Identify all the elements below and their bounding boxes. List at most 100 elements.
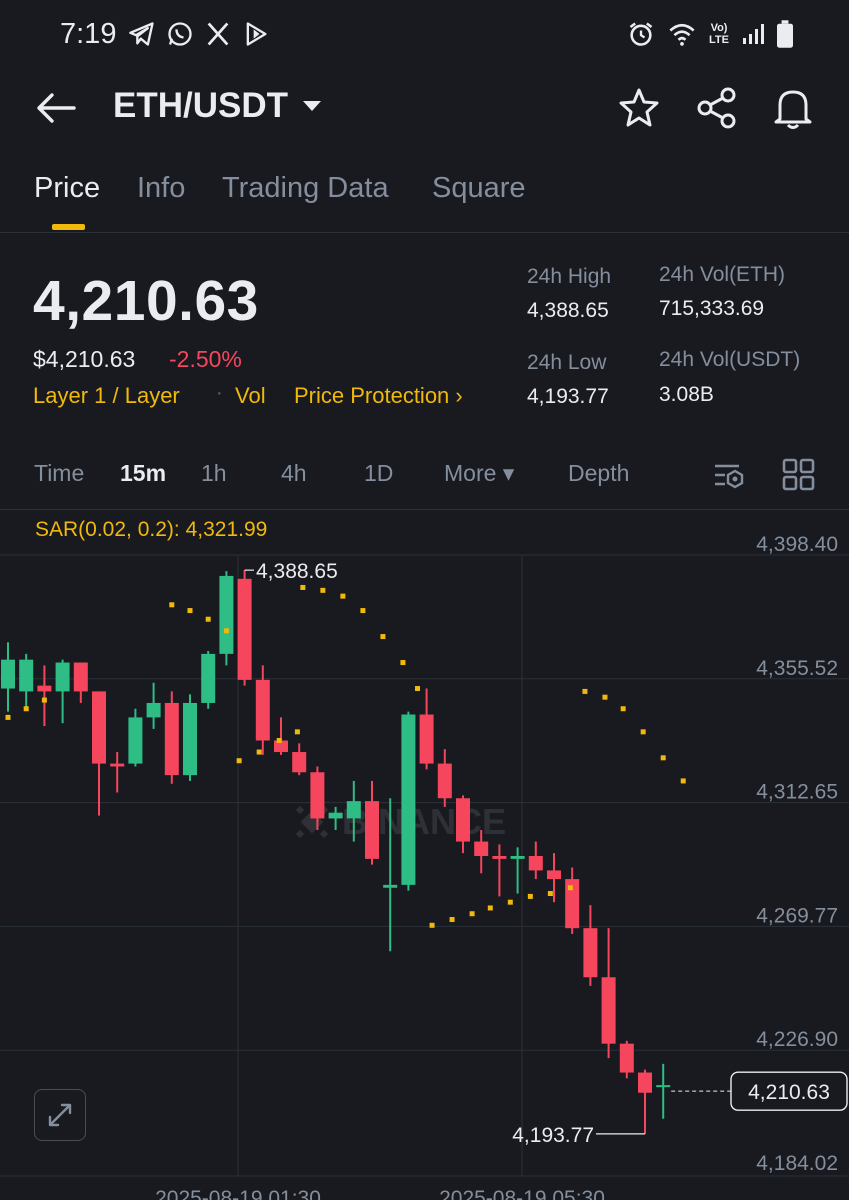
candle-up xyxy=(19,653,34,709)
candle-body xyxy=(565,879,580,929)
sar-dot xyxy=(660,755,666,761)
tab-trading-data[interactable]: Trading Data xyxy=(222,172,389,204)
telegram-icon xyxy=(129,22,154,46)
candle-body xyxy=(619,1043,634,1073)
x-tick-label: 2025-08-19 05:30 xyxy=(439,1187,605,1200)
last-price-label: 4,210.63 xyxy=(748,1081,830,1104)
candle-down xyxy=(292,743,307,776)
sar-dot xyxy=(300,584,306,590)
vol-base-value: 715,333.69 xyxy=(659,297,765,320)
interval-more[interactable]: More ▾ xyxy=(444,460,515,486)
candle-up xyxy=(146,682,161,729)
candle-body xyxy=(201,653,216,703)
y-tick-label: 4,269.77 xyxy=(756,904,838,927)
vol-base-label: 24h Vol(ETH) xyxy=(659,263,786,286)
candle-body xyxy=(237,578,252,680)
sar-dot xyxy=(547,891,553,897)
candle-up xyxy=(201,650,216,709)
share-icon[interactable] xyxy=(695,86,739,130)
candle-body xyxy=(492,855,507,859)
candle-body xyxy=(601,977,616,1044)
tab-info[interactable]: Info xyxy=(137,172,186,204)
interval-15m[interactable]: 15m xyxy=(120,460,167,486)
candle-body xyxy=(401,714,416,885)
back-arrow-icon[interactable] xyxy=(34,88,78,128)
interval-time[interactable]: Time xyxy=(34,460,85,486)
grid-layout-icon[interactable] xyxy=(782,458,816,492)
tab-price[interactable]: Price xyxy=(34,172,101,204)
sar-dot xyxy=(23,706,29,712)
candle-down xyxy=(237,570,252,686)
candle-body xyxy=(528,855,543,871)
candle-up xyxy=(656,1063,671,1119)
play-icon xyxy=(246,22,267,46)
candle-down xyxy=(583,905,598,986)
chart-settings-icon[interactable] xyxy=(713,458,747,492)
candle-up xyxy=(401,711,416,891)
candle-down xyxy=(164,691,179,784)
candle-down xyxy=(274,717,288,755)
status-system-icons: Vo) LTE xyxy=(627,20,793,48)
candle-down xyxy=(37,665,52,727)
sar-dot xyxy=(640,729,646,735)
interval-depth[interactable]: Depth xyxy=(568,460,630,486)
sar-dot xyxy=(236,758,242,764)
sar-dot xyxy=(320,587,326,593)
tab-square[interactable]: Square xyxy=(432,172,526,204)
candle-down xyxy=(73,662,88,703)
sar-indicator-label[interactable]: SAR(0.02, 0.2): 4,321.99 xyxy=(35,518,268,541)
sar-dot xyxy=(527,893,533,899)
candle-body xyxy=(73,662,88,692)
candle-body xyxy=(547,870,561,880)
status-time: 7:19 xyxy=(60,18,117,50)
high-marker-label: 4,388.65 xyxy=(256,560,338,583)
sar-dot xyxy=(415,686,420,692)
candle-down xyxy=(419,688,434,770)
expand-icon xyxy=(48,1103,72,1127)
candle-down xyxy=(310,766,325,831)
usd-price: $4,210.63 xyxy=(33,346,136,372)
sar-dot xyxy=(205,616,211,622)
candle-up xyxy=(1,642,15,712)
status-bar: 7:19 Vo) LTE xyxy=(0,0,849,70)
pair-title: ETH/USDT xyxy=(113,86,288,125)
candle-body xyxy=(92,691,106,764)
candle-body xyxy=(638,1072,652,1093)
interval-4h[interactable]: 4h xyxy=(281,460,307,486)
y-tick-label: 4,398.40 xyxy=(756,533,838,556)
active-tab-indicator xyxy=(52,224,85,230)
interval-1d[interactable]: 1D xyxy=(364,460,394,486)
sar-dot xyxy=(469,911,475,917)
category-tag[interactable]: Layer 1 / Layer xyxy=(33,383,180,408)
price-change-percent: -2.50% xyxy=(169,346,242,372)
candlestick-chart[interactable]: BINANCE 4,388.654,193.774,210.63 4,398.4… xyxy=(0,510,849,1200)
whatsapp-icon xyxy=(168,22,192,46)
candle-body xyxy=(456,798,470,842)
candle-body xyxy=(292,752,307,773)
y-tick-label: 4,312.65 xyxy=(756,781,838,804)
expand-chart-button[interactable] xyxy=(34,1089,86,1141)
candle-down xyxy=(456,795,470,854)
sar-dot xyxy=(5,714,11,720)
pair-selector[interactable]: ETH/USDT xyxy=(113,86,322,126)
candle-body xyxy=(19,659,34,692)
high-value: 4,388.65 xyxy=(527,299,609,322)
price-protection-link[interactable]: Price Protection › xyxy=(294,383,463,408)
sar-dot xyxy=(360,608,366,614)
candle-down xyxy=(365,780,379,865)
candle-up xyxy=(183,694,197,781)
candle-body xyxy=(219,575,234,654)
sar-dot xyxy=(400,660,406,666)
sar-dots xyxy=(5,584,686,928)
interval-1h[interactable]: 1h xyxy=(201,460,227,486)
status-app-icons xyxy=(128,20,270,48)
star-icon[interactable] xyxy=(617,86,661,130)
candle-body xyxy=(474,841,489,856)
candle-body xyxy=(346,801,361,819)
sar-dot xyxy=(507,899,513,905)
caret-down-icon xyxy=(303,101,321,111)
vol-tag[interactable]: Vol xyxy=(235,383,266,408)
bell-icon[interactable] xyxy=(771,86,815,130)
sar-dot xyxy=(169,602,175,608)
candle-body xyxy=(583,928,598,978)
